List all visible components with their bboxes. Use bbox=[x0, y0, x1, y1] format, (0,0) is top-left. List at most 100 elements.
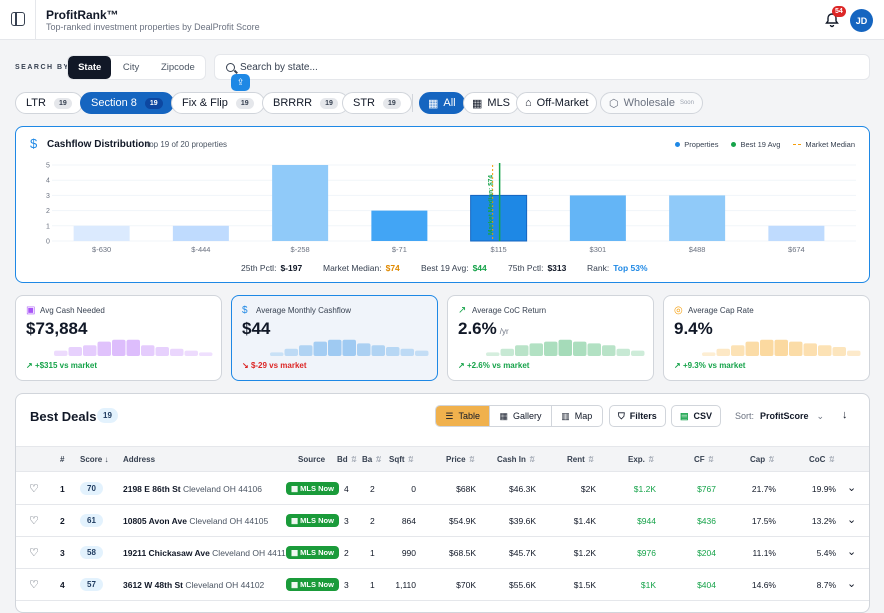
col-address[interactable]: Address bbox=[123, 455, 156, 464]
col-sqft[interactable]: Sqft ⇅ bbox=[389, 455, 414, 464]
view-table-button[interactable]: ☰ Table bbox=[436, 406, 491, 426]
strategy-label: BRRRR bbox=[273, 97, 313, 109]
kpi-avg-coc-return[interactable]: ↗ Average CoC Return 2.6%/yr ↗ +2.6% vs … bbox=[447, 295, 654, 381]
favorite-heart-icon[interactable]: ♡ bbox=[29, 547, 39, 559]
kpi-avg-cap-rate[interactable]: ◎ Average Cap Rate 9.4% ↗ +9.3% vs marke… bbox=[663, 295, 870, 381]
sparkline-bar bbox=[299, 345, 313, 356]
sort-select[interactable]: Sort: ProfitScore ⌄ bbox=[735, 411, 824, 422]
sparkline-bar bbox=[716, 348, 730, 356]
box-icon: ⬡ bbox=[609, 97, 619, 110]
source-mls[interactable]: ▦ MLS bbox=[463, 92, 520, 114]
search-mode-toggle: State City Zipcode bbox=[67, 55, 206, 80]
table-header: # Score ↓ Address Source Bd ⇅ Ba ⇅ Sqft … bbox=[16, 446, 869, 472]
x-tick-label: $488 bbox=[689, 245, 706, 254]
kpi-avg-monthly-cashflow[interactable]: $ Average Monthly Cashflow $44 ↘ $-29 vs… bbox=[231, 295, 438, 381]
col-rent[interactable]: Rent ⇅ bbox=[567, 455, 594, 464]
search-mode-zipcode[interactable]: Zipcode bbox=[160, 62, 195, 73]
table-row[interactable]: ♡ 2 61 10805 Avon Ave Cleveland OH 44105 ▦ M… bbox=[16, 505, 869, 537]
kpi-avg-cash-needed[interactable]: ▣ Avg Cash Needed $73,884 ↗ +$315 vs mar… bbox=[15, 295, 222, 381]
sort-value: ProfitScore bbox=[760, 411, 809, 421]
col-ba[interactable]: Ba ⇅ bbox=[362, 455, 382, 464]
sidebar-toggle-icon[interactable] bbox=[11, 12, 25, 26]
table-row[interactable]: ♡ 4 57 3612 W 48th St Cleveland OH 44102 ▦ M… bbox=[16, 569, 869, 601]
view-gallery-button[interactable]: ▦ Gallery bbox=[490, 406, 552, 426]
table-row[interactable]: ♡ 1 70 2198 E 86th St Cleveland OH 44106 ▦ M… bbox=[16, 473, 869, 505]
col-bd[interactable]: Bd ⇅ bbox=[337, 455, 357, 464]
col-cap[interactable]: Cap ⇅ bbox=[750, 455, 775, 464]
building-icon: ▦ bbox=[428, 97, 439, 110]
col-exp[interactable]: Exp. ⇅ bbox=[628, 455, 654, 464]
source-off-market[interactable]: ⌂ Off-Market bbox=[516, 92, 598, 114]
sparkline-bar bbox=[818, 345, 832, 356]
chart-subtitle: top 19 of 20 properties bbox=[147, 140, 228, 149]
row-rent: $1.4K bbox=[573, 516, 596, 526]
source-label: Wholesale bbox=[623, 97, 675, 109]
strategy-ltr[interactable]: LTR 19 bbox=[15, 92, 83, 114]
sparkline-bar bbox=[155, 347, 169, 356]
cursor-overlay-icon: ⇪ bbox=[231, 74, 250, 91]
sparkline-bar bbox=[587, 343, 601, 356]
sparkline-bar bbox=[112, 339, 126, 356]
row-address[interactable]: 10805 Avon Ave Cleveland OH 44105 bbox=[123, 516, 269, 526]
kpi-label: Average CoC Return bbox=[472, 306, 547, 315]
table-row[interactable]: ♡ 3 58 19211 Chickasaw Ave Cleveland OH 441… bbox=[16, 537, 869, 569]
sort-direction-icon[interactable]: ↓ bbox=[842, 409, 848, 421]
y-tick-label: 3 bbox=[46, 193, 50, 200]
row-cash: $46.3K bbox=[509, 484, 536, 494]
kpi-delta: ↗ +$315 vs market bbox=[26, 361, 97, 370]
strategy-count: 19 bbox=[320, 97, 338, 109]
strategy-fix-flip[interactable]: Fix & Flip 19 bbox=[171, 92, 265, 114]
row-price: $54.9K bbox=[449, 516, 476, 526]
kpi-sparkline bbox=[54, 339, 213, 356]
row-exp: $1K bbox=[640, 580, 656, 590]
row-n: 3 bbox=[60, 548, 65, 558]
expand-chevron-icon[interactable]: ⌄ bbox=[847, 482, 857, 494]
strategy-brrrr[interactable]: BRRRR 19 bbox=[262, 92, 349, 114]
search-mode-state[interactable]: State bbox=[68, 56, 112, 79]
search-by-label: SEARCH BY bbox=[15, 64, 70, 71]
search-mode-city[interactable]: City bbox=[122, 62, 140, 73]
search-box bbox=[214, 54, 870, 80]
row-address[interactable]: 3612 W 48th St Cleveland OH 44102 bbox=[123, 580, 265, 590]
stat-best-avg: Best 19 Avg: $44 bbox=[421, 263, 487, 273]
row-address[interactable]: 19211 Chickasaw Ave Cleveland OH 44119 bbox=[123, 548, 291, 558]
target-icon: ◎ bbox=[674, 305, 683, 316]
col-score[interactable]: Score ↓ bbox=[80, 455, 109, 464]
cashflow-distribution-card: $ Cashflow Distribution top 19 of 20 pro… bbox=[15, 126, 870, 283]
search-input[interactable] bbox=[240, 60, 840, 75]
x-tick-label: $-444 bbox=[191, 245, 210, 254]
kpi-delta: ↘ $-29 vs market bbox=[242, 361, 307, 370]
favorite-heart-icon[interactable]: ♡ bbox=[29, 483, 39, 495]
sparkline-bar bbox=[515, 345, 529, 356]
view-label: Table bbox=[458, 411, 480, 421]
x-tick-label: $-630 bbox=[92, 245, 111, 254]
row-cf: $767 bbox=[697, 484, 716, 494]
kpi-label: Average Cap Rate bbox=[688, 306, 754, 315]
avatar[interactable]: JD bbox=[850, 9, 873, 32]
grid-icon: ▦ bbox=[499, 410, 508, 421]
deals-title: Best Deals bbox=[30, 409, 97, 424]
y-tick-label: 0 bbox=[46, 239, 50, 246]
expand-chevron-icon[interactable]: ⌄ bbox=[847, 546, 857, 558]
col-cf[interactable]: CF ⇅ bbox=[694, 455, 714, 464]
filters-button[interactable]: ⛉ Filters bbox=[609, 405, 666, 427]
favorite-heart-icon[interactable]: ♡ bbox=[29, 579, 39, 591]
notification-badge: 54 bbox=[832, 6, 846, 17]
source-all[interactable]: ▦ All bbox=[419, 92, 465, 114]
sparkline-bar bbox=[184, 350, 198, 356]
expand-chevron-icon[interactable]: ⌄ bbox=[847, 578, 857, 590]
col-price[interactable]: Price ⇅ bbox=[446, 455, 475, 464]
strategy-section-8[interactable]: Section 8 19 bbox=[80, 92, 174, 114]
row-address[interactable]: 2198 E 86th St Cleveland OH 44106 bbox=[123, 484, 262, 494]
csv-button[interactable]: ▤ CSV bbox=[671, 405, 722, 427]
favorite-heart-icon[interactable]: ♡ bbox=[29, 515, 39, 527]
filter-icon: ⛉ bbox=[618, 410, 625, 421]
view-map-button[interactable]: ▥ Map bbox=[552, 406, 602, 426]
sparkline-bar bbox=[602, 345, 616, 356]
row-rent: $1.2K bbox=[573, 548, 596, 558]
col-cash-in[interactable]: Cash In ⇅ bbox=[497, 455, 535, 464]
map-icon: ▥ bbox=[561, 410, 570, 421]
expand-chevron-icon[interactable]: ⌄ bbox=[847, 514, 857, 526]
strategy-str[interactable]: STR 19 bbox=[342, 92, 412, 114]
col-coc[interactable]: CoC ⇅ bbox=[809, 455, 835, 464]
